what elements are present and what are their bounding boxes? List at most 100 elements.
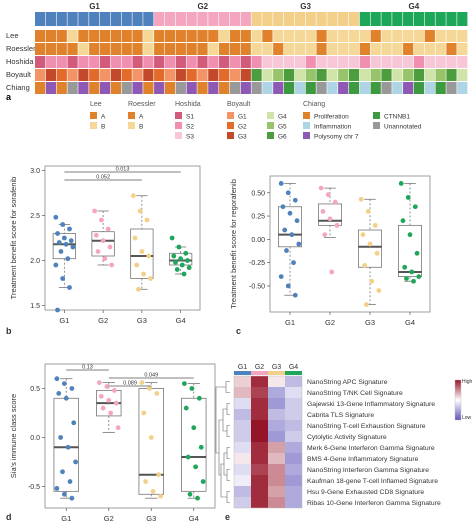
x-tick-label: G4 xyxy=(176,316,186,325)
heatmap-cell xyxy=(234,464,251,475)
annotation-cell xyxy=(186,43,197,55)
annotation-cell xyxy=(283,82,295,94)
heatmap-row-label: Cabrita TLS Signature xyxy=(307,412,374,419)
data-point xyxy=(70,244,76,250)
annotation-cell xyxy=(316,56,327,68)
data-point xyxy=(318,185,324,191)
data-point xyxy=(141,271,146,277)
group-bar-cell xyxy=(338,12,349,26)
annotation-cell xyxy=(262,43,273,55)
annotation-cell xyxy=(251,69,262,81)
dendrogram-branch xyxy=(226,447,230,459)
y-tick-label: 3.0 xyxy=(30,168,40,175)
group-bar-cell xyxy=(121,12,132,26)
row-label: Chiang xyxy=(6,83,30,92)
heatmap-cell xyxy=(285,475,302,486)
annotation-cell xyxy=(305,82,316,94)
annotation-cell xyxy=(370,82,381,94)
data-point xyxy=(132,235,138,241)
heatmap-cell xyxy=(285,431,302,442)
data-point xyxy=(65,256,71,262)
data-point xyxy=(173,259,178,265)
annotation-cell xyxy=(45,69,57,81)
box-iqr xyxy=(397,224,422,278)
annotation-cell xyxy=(392,82,403,94)
annotation-cell xyxy=(413,30,425,42)
legend-swatch xyxy=(128,122,135,129)
x-tick-label: G3 xyxy=(365,318,375,327)
annotation-cell xyxy=(56,43,67,55)
annotation-cell xyxy=(457,43,468,55)
annotation-cell xyxy=(251,30,262,42)
annotation-cell xyxy=(154,69,165,81)
y-tick-label: -0.5 xyxy=(28,484,40,491)
annotation-cell xyxy=(35,69,46,81)
legend-item-label: Proliferation xyxy=(314,114,349,121)
heatmap-row-label: Merk 6-Gene Interferon Gamma Signature xyxy=(307,445,435,452)
data-point xyxy=(369,278,375,284)
annotation-cell xyxy=(110,69,121,81)
data-point xyxy=(412,204,418,210)
dendrogram-branch xyxy=(226,491,230,503)
data-point xyxy=(136,286,141,292)
data-point xyxy=(68,238,74,244)
annotation-cell xyxy=(348,69,360,81)
annotation-cell xyxy=(229,82,241,94)
annotation-cell xyxy=(219,43,230,55)
annotation-cell xyxy=(229,56,241,68)
group-bar-cell xyxy=(197,12,208,26)
heatmap-row-label: Hsu 9-Gene Exhausted CD8 Signature xyxy=(307,489,424,496)
data-point xyxy=(158,493,164,499)
annotation-cell xyxy=(381,43,392,55)
annotation-cell xyxy=(240,30,251,42)
data-point xyxy=(146,386,152,391)
x-tick-label: G3 xyxy=(146,514,156,523)
heatmap-row-label: Ribas 10-Gene Interferon Gamma Signature xyxy=(307,500,441,507)
annotation-cell xyxy=(175,30,186,42)
data-point xyxy=(146,253,152,259)
annotation-cell xyxy=(348,43,360,55)
data-point xyxy=(95,249,101,254)
data-point xyxy=(191,425,197,431)
legend-swatch xyxy=(373,112,380,119)
data-point xyxy=(400,218,406,224)
data-point xyxy=(53,214,59,220)
annotation-cell xyxy=(283,69,295,81)
box-iqr xyxy=(357,229,382,268)
heatmap-row-label: Kaufman 18-gene T-cell Inflamed Signatur… xyxy=(307,478,438,485)
data-point xyxy=(198,444,204,450)
data-point xyxy=(195,495,200,501)
legend-item-label: S1 xyxy=(186,114,194,121)
group-bar-cell xyxy=(208,12,219,26)
data-point xyxy=(411,278,416,284)
data-point xyxy=(100,238,106,244)
dendrogram-branch xyxy=(226,469,230,481)
annotation-cell xyxy=(316,43,327,55)
p-value-label: 0.052 xyxy=(96,175,110,181)
data-point xyxy=(178,256,184,262)
dendrogram-branch xyxy=(226,403,230,415)
annotation-cell xyxy=(338,82,349,94)
heatmap-frame xyxy=(233,375,303,509)
annotation-cell xyxy=(208,43,219,55)
group-bar-cell xyxy=(219,12,230,26)
annotation-cell xyxy=(154,30,165,42)
legend-swatch xyxy=(227,132,234,139)
legend-item-label: Unannotated xyxy=(384,124,422,131)
group-bar-cell xyxy=(457,12,468,26)
x-tick-label: G3 xyxy=(137,316,147,325)
data-point xyxy=(416,274,422,280)
legend-item-label: A xyxy=(139,114,144,121)
data-point xyxy=(332,199,338,205)
heatmap-row-label: Cytolytic Activity Signature xyxy=(307,434,387,441)
legend-swatch xyxy=(303,112,310,119)
legend-swatch xyxy=(227,122,234,129)
y-axis-label: Sia's immune class score xyxy=(9,394,18,478)
data-point xyxy=(169,235,175,241)
heatmap-cell xyxy=(268,398,285,409)
annotation-cell xyxy=(273,30,284,42)
group-bar-cell xyxy=(273,12,284,26)
annotation-cell xyxy=(143,69,154,81)
heatmap-cell xyxy=(268,431,285,442)
data-point xyxy=(407,232,413,238)
